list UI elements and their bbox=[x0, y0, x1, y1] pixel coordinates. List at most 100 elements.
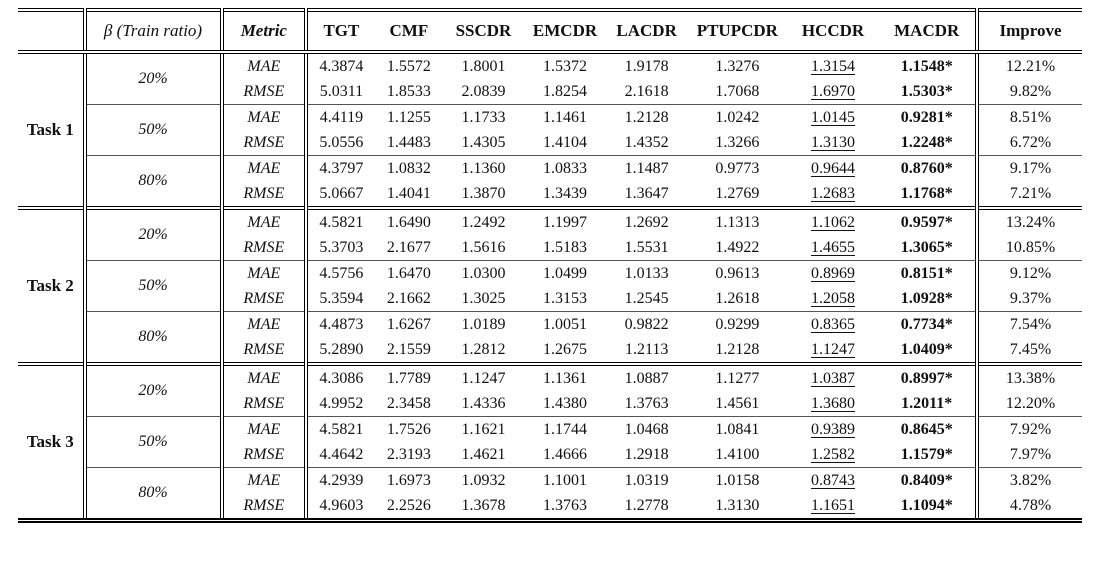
value-tgt: 4.2939 bbox=[304, 467, 375, 493]
value-hccdr: 1.3680 bbox=[811, 394, 856, 412]
header-method-ptupcdr: PTUPCDR bbox=[686, 10, 788, 54]
value-ptupcdr: 0.9299 bbox=[686, 311, 788, 337]
value-lacdr: 1.4352 bbox=[624, 133, 669, 151]
value-emcdr: 1.5372 bbox=[543, 57, 588, 75]
value-macdr: 1.5303* bbox=[900, 82, 953, 100]
value-macdr: 1.3065* bbox=[900, 238, 953, 256]
header-metric: Metric bbox=[219, 10, 307, 54]
header-method-emcdr: EMCDR bbox=[523, 10, 607, 54]
value-hccdr: 0.9389 bbox=[787, 416, 879, 442]
data-row: RMSE 5.0556 1.4483 1.4305 1.4104 1.4352 1.3266… bbox=[18, 130, 1082, 156]
data-row: Task 1 20% MAE 4.3874 1.5572 1.8001 1.5372 1.91… bbox=[18, 52, 1082, 139]
metric-label: RMSE bbox=[219, 181, 307, 208]
task-label: Task 1 bbox=[26, 120, 74, 139]
value-ptupcdr: 1.3276 bbox=[715, 57, 760, 75]
value-tgt: 4.3086 bbox=[304, 362, 375, 391]
value-emcdr: 1.3439 bbox=[543, 184, 588, 202]
value-cmf: 1.6973 bbox=[374, 467, 444, 493]
data-row: 50% MAE 4.4119 1.1255 1.1733 1.1461 1.2128 1.02… bbox=[18, 104, 1082, 156]
value-ptupcdr: 1.1313 bbox=[686, 206, 788, 235]
data-row: RMSE 5.2890 2.1559 1.2812 1.2675 1.2113 1.2128… bbox=[18, 337, 1082, 364]
value-sscdr: 1.3678 bbox=[461, 496, 506, 514]
value-macdr: 0.8997* bbox=[878, 362, 978, 391]
improve-value: 7.54% bbox=[975, 311, 1082, 337]
value-ptupcdr: 1.1277 bbox=[686, 362, 788, 391]
data-row: RMSE 4.4642 2.3193 1.4621 1.4666 1.2918 1.4100… bbox=[18, 442, 1082, 468]
value-cmf: 1.0832 bbox=[374, 155, 444, 181]
data-row: RMSE 4.9952 2.3458 1.4336 1.4380 1.3763 1.4561… bbox=[18, 391, 1082, 417]
value-hccdr: 1.4655 bbox=[811, 238, 856, 256]
train-ratio: 80% bbox=[82, 467, 222, 521]
value-hccdr: 1.0387 bbox=[787, 362, 879, 391]
improve-value: 13.24% bbox=[975, 206, 1082, 235]
value-hccdr: 1.1247 bbox=[811, 340, 856, 358]
value-ptupcdr: 1.3130 bbox=[715, 496, 760, 514]
value-macdr: 1.1094* bbox=[900, 496, 953, 514]
value-lacdr: 1.2692 bbox=[606, 206, 687, 235]
data-row: 80% MAE 4.4873 1.6267 1.0189 1.0051 0.9822 0.92… bbox=[18, 311, 1082, 364]
value-emcdr: 1.1361 bbox=[523, 362, 607, 391]
train-ratio: 20% bbox=[82, 52, 222, 105]
data-row: Task 3 20% MAE 4.3086 1.7789 1.1247 1.1361 1.08… bbox=[18, 362, 1082, 521]
task-label: Task 2 bbox=[18, 206, 85, 364]
value-ptupcdr: 1.3266 bbox=[715, 133, 760, 151]
value-macdr: 1.1768* bbox=[900, 184, 953, 202]
improve-value: 7.45% bbox=[975, 337, 1082, 364]
header-improve: Improve bbox=[975, 10, 1082, 54]
value-tgt: 4.4642 bbox=[304, 442, 375, 468]
value-sscdr: 1.2812 bbox=[461, 340, 506, 358]
value-sscdr: 1.1733 bbox=[443, 104, 524, 130]
value-macdr: 0.8760* bbox=[878, 155, 978, 181]
value-sscdr: 1.1360 bbox=[443, 155, 524, 181]
metric-label: RMSE bbox=[219, 442, 307, 468]
value-hccdr: 1.0145 bbox=[787, 104, 879, 130]
value-cmf: 2.1677 bbox=[386, 238, 431, 256]
metric-label: RMSE bbox=[219, 337, 307, 364]
improve-value: 3.82% bbox=[975, 467, 1082, 493]
metric-label: MAE bbox=[219, 52, 307, 79]
improve-value: 12.20% bbox=[975, 391, 1082, 417]
value-sscdr: 1.0932 bbox=[443, 467, 524, 493]
value-lacdr: 1.0468 bbox=[606, 416, 687, 442]
value-ptupcdr: 1.4100 bbox=[715, 445, 760, 463]
data-row: 80% MAE 4.2939 1.6973 1.0932 1.1001 1.0319 1.01… bbox=[18, 467, 1082, 521]
header-method-sscdr: SSCDR bbox=[443, 10, 524, 54]
value-cmf: 2.3458 bbox=[386, 394, 431, 412]
value-emcdr: 1.1744 bbox=[523, 416, 607, 442]
data-row: 50% MAE 4.5756 1.6470 1.0300 1.0499 1.0133 0.96… bbox=[18, 260, 1082, 312]
value-macdr: 0.8151* bbox=[878, 260, 978, 286]
data-row: 80% MAE 4.3797 1.0832 1.1360 1.0833 1.1487 0.97… bbox=[18, 155, 1082, 208]
improve-value: 7.21% bbox=[975, 181, 1082, 208]
value-tgt: 5.0556 bbox=[304, 130, 375, 156]
metric-label: MAE bbox=[219, 104, 307, 130]
metric-label: MAE bbox=[219, 260, 307, 286]
value-ptupcdr: 1.2618 bbox=[715, 289, 760, 307]
value-macdr: 0.7734* bbox=[878, 311, 978, 337]
value-lacdr: 1.1487 bbox=[606, 155, 687, 181]
data-row: RMSE 5.0667 1.4041 1.3870 1.3439 1.3647 1.2769… bbox=[18, 181, 1082, 208]
value-hccdr: 1.2683 bbox=[811, 184, 856, 202]
value-ptupcdr: 1.0158 bbox=[686, 467, 788, 493]
table-body: Task 1 20% MAE 4.3874 1.5572 1.8001 1.5372 1.91… bbox=[18, 52, 1082, 521]
train-ratio: 50% bbox=[82, 260, 222, 312]
improve-value: 9.37% bbox=[975, 286, 1082, 312]
value-lacdr: 1.3763 bbox=[624, 394, 669, 412]
value-emcdr: 1.4104 bbox=[543, 133, 588, 151]
train-ratio: 50% bbox=[82, 104, 222, 156]
header-row: β (Train ratio) Metric TGT CMF SSCDR EMC… bbox=[18, 10, 1082, 54]
value-hccdr: 1.1062 bbox=[787, 206, 879, 235]
value-tgt: 5.0311 bbox=[304, 79, 375, 105]
metric-label: MAE bbox=[219, 416, 307, 442]
value-macdr: 0.8645* bbox=[878, 416, 978, 442]
improve-value: 4.78% bbox=[975, 493, 1082, 521]
value-lacdr: 0.9822 bbox=[606, 311, 687, 337]
header-method-lacdr: LACDR bbox=[606, 10, 687, 54]
value-lacdr: 1.2128 bbox=[606, 104, 687, 130]
value-ptupcdr: 0.9773 bbox=[686, 155, 788, 181]
value-emcdr: 1.0051 bbox=[523, 311, 607, 337]
value-tgt: 4.5821 bbox=[304, 206, 375, 235]
value-macdr: 0.9281* bbox=[878, 104, 978, 130]
train-ratio: 50% bbox=[82, 416, 222, 468]
header-beta-train-ratio: β (Train ratio) bbox=[82, 10, 222, 54]
value-emcdr: 1.1001 bbox=[523, 467, 607, 493]
